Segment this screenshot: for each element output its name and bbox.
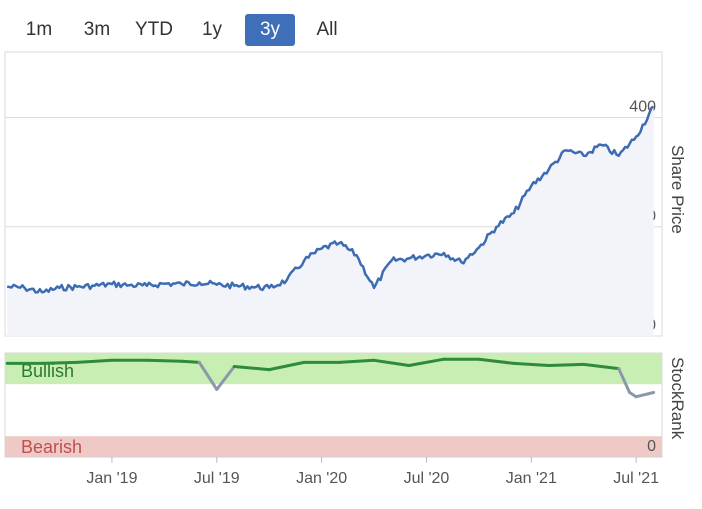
stockrank-line-segment <box>617 367 632 394</box>
x-tick-label: Jul '19 <box>194 470 240 487</box>
stockrank-line-segment <box>634 391 656 399</box>
stockrank-line-segment <box>197 360 219 391</box>
stockrank-line-segment <box>232 365 271 372</box>
stockrank-line-segment <box>145 358 184 363</box>
x-tick-label: Jan '20 <box>296 470 347 487</box>
stockrank-line-segment <box>40 360 79 365</box>
bullish-label: Bullish <box>21 361 74 381</box>
range-button-1y[interactable]: 1y <box>201 19 223 40</box>
stockrank-line-segment <box>337 358 376 364</box>
stockrank-line-segment <box>215 365 236 391</box>
x-tick-label: Jan '21 <box>506 470 557 487</box>
stockrank-line-segment <box>180 359 201 364</box>
stockrank-line-segment <box>512 361 551 367</box>
rank-tick-label: 0 <box>647 438 656 455</box>
range-button-3m[interactable]: 3m <box>83 19 111 40</box>
x-tick-label: Jul '21 <box>613 470 659 487</box>
range-button-3y[interactable]: 3y <box>245 14 295 46</box>
range-button-ytd[interactable]: YTD <box>135 19 173 40</box>
stockrank-line-segment <box>372 358 411 367</box>
range-selector: 1m 3m YTD 1y 3y All <box>0 12 702 48</box>
stockrank-line-segment <box>582 362 621 371</box>
stockrank-line-segment <box>407 357 446 367</box>
range-button-all[interactable]: All <box>316 19 338 40</box>
stockrank-line-segment <box>75 358 114 364</box>
bearish-band <box>5 436 662 457</box>
bearish-label: Bearish <box>21 437 82 457</box>
stockrank-line-segment <box>267 360 306 372</box>
price-axis-title: Share Price <box>668 145 687 234</box>
bullish-band <box>5 353 662 385</box>
price-area-fill <box>7 106 654 336</box>
stockrank-line-segment <box>547 362 586 367</box>
stockrank-line-segment <box>477 357 516 365</box>
rank-axis-title: StockRank <box>668 357 687 440</box>
range-button-1m[interactable]: 1m <box>25 19 53 40</box>
x-tick-label: Jul '20 <box>404 470 450 487</box>
share-price-line <box>7 105 655 294</box>
x-tick-label: Jan '19 <box>86 470 137 487</box>
